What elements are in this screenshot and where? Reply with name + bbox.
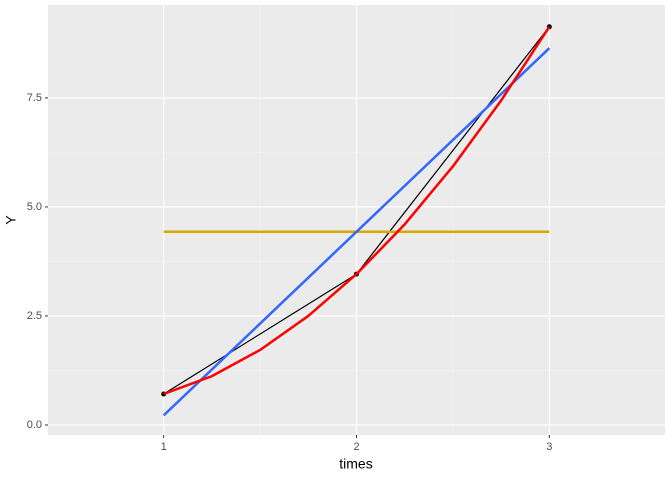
x-tick-label: 2: [353, 441, 359, 453]
x-axis-title: times: [339, 456, 372, 472]
y-tick-label: 2.5: [27, 310, 42, 322]
x-tick-label: 1: [161, 441, 167, 453]
line: [163, 26, 551, 396]
y-axis-title: Y: [3, 215, 19, 225]
y-tick-label: 7.5: [27, 92, 42, 104]
y-tick-label: 5.0: [27, 201, 42, 213]
y-tick-label: 0.0: [27, 419, 42, 431]
line: [162, 47, 551, 417]
x-tick-label: 3: [546, 441, 552, 453]
